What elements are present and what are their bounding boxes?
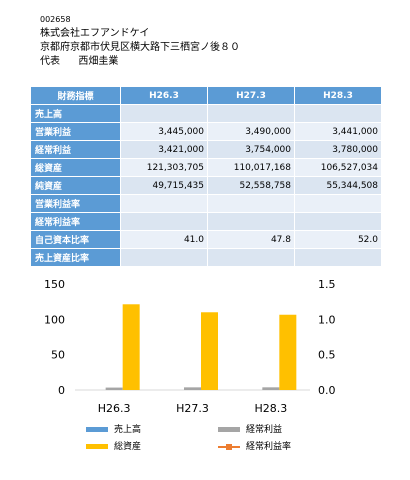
y2-tick-label: 0.5 (318, 349, 336, 362)
row-label: 自己資本比率 (30, 230, 121, 249)
table-cell (294, 248, 382, 267)
y-tick-label: 100 (44, 313, 65, 326)
table-row: 自己資本比率 41.0 47.8 52.0 (30, 230, 382, 249)
header-cell: H26.3 (120, 86, 208, 105)
y2-tick-label: 1.0 (318, 313, 336, 326)
row-label: 経常利益率 (30, 212, 121, 231)
legend-swatch (218, 427, 240, 432)
legend-item-ordinary-profit: 経常利益 (218, 422, 282, 435)
bar (279, 314, 297, 390)
y-tick-label: 150 (44, 278, 65, 291)
header-cell: H27.3 (207, 86, 295, 105)
table-cell (120, 248, 208, 267)
company-address: 京都府京都市伏見区横大路下三栖宮ノ後８０ (40, 42, 240, 53)
bar (262, 387, 280, 390)
header-cell: 財務指標 (30, 86, 121, 105)
representative-label: 代表 (40, 56, 60, 67)
table-cell (207, 248, 295, 267)
table-cell: 3,441,000 (294, 122, 382, 141)
table-cell: 3,445,000 (120, 122, 208, 141)
row-label: 営業利益 (30, 122, 121, 141)
table-cell: 52.0 (294, 230, 382, 249)
table-cell (294, 104, 382, 123)
row-label: 売上資産比率 (30, 248, 121, 267)
x-tick-label: H26.3 (98, 402, 131, 415)
legend-swatch (86, 427, 108, 432)
row-label: 営業利益率 (30, 194, 121, 213)
table-row: 純資産 49,715,435 52,558,758 55,344,508 (30, 176, 382, 195)
company-code: 002658 (40, 15, 71, 24)
table-row: 売上資産比率 (30, 248, 382, 267)
legend-item-ordinary-profit-rate: 経常利益率 (218, 439, 291, 452)
table-cell: 110,017,168 (207, 158, 295, 177)
table-cell: 3,490,000 (207, 122, 295, 141)
header-cell: H28.3 (294, 86, 382, 105)
table-cell: 121,303,705 (120, 158, 208, 177)
table-cell: 52,558,758 (207, 176, 295, 195)
table-cell: 3,780,000 (294, 140, 382, 159)
table-row: 売上高 (30, 104, 382, 123)
table-cell (294, 212, 382, 231)
bar (201, 312, 218, 390)
table-cell (120, 104, 208, 123)
legend-item-total-assets: 総資産 (86, 439, 141, 452)
x-tick-label: H27.3 (176, 402, 209, 415)
table-row: 経常利益 3,421,000 3,754,000 3,780,000 (30, 140, 382, 159)
row-label: 売上高 (30, 104, 121, 123)
table-cell (294, 194, 382, 213)
table-row: 営業利益率 (30, 194, 382, 213)
table-row: 総資産 121,303,705 110,017,168 106,527,034 (30, 158, 382, 177)
legend-label: 経常利益率 (246, 442, 292, 452)
company-name: 株式会社エフアンドケイ (40, 28, 150, 39)
legend-swatch (86, 444, 108, 449)
table-cell: 106,527,034 (294, 158, 382, 177)
table-cell (207, 194, 295, 213)
y-tick-label: 50 (51, 349, 65, 362)
table-row: 経常利益率 (30, 212, 382, 231)
y2-tick-label: 1.5 (318, 278, 336, 291)
row-label: 経常利益 (30, 140, 121, 159)
table-cell: 41.0 (120, 230, 208, 249)
table-row: 営業利益 3,445,000 3,490,000 3,441,000 (30, 122, 382, 141)
table-cell (207, 104, 295, 123)
legend-swatch (218, 443, 240, 451)
y-tick-label: 0 (58, 384, 65, 397)
x-tick-label: H28.3 (254, 402, 287, 415)
table-cell: 3,421,000 (120, 140, 208, 159)
table-cell (120, 212, 208, 231)
table-header-row: 財務指標 H26.3 H27.3 H28.3 (30, 86, 382, 105)
financial-table: 財務指標 H26.3 H27.3 H28.3 売上高 営業利益 3,445,00… (30, 86, 382, 267)
financial-chart: 0 50 100 150 0.0 0.5 1.0 1.5 H26.3 H27.3 H28.3 (44, 278, 336, 415)
table-cell: 49,715,435 (120, 176, 208, 195)
row-label: 総資産 (30, 158, 121, 177)
legend-label: 経常利益 (246, 425, 283, 435)
row-label: 純資産 (30, 176, 121, 195)
company-representative: 代表 西畑圭業 (40, 56, 118, 68)
table-cell: 55,344,508 (294, 176, 382, 195)
legend-label: 売上高 (114, 425, 142, 435)
y2-tick-label: 0.0 (318, 384, 336, 397)
table-cell: 3,754,000 (207, 140, 295, 159)
table-cell (120, 194, 208, 213)
legend-item-sales: 売上高 (86, 422, 141, 435)
table-cell: 47.8 (207, 230, 295, 249)
bar (184, 387, 201, 390)
table-cell (207, 212, 295, 231)
legend-label: 総資産 (114, 442, 142, 452)
bar (105, 387, 123, 390)
bar (122, 304, 140, 390)
representative-name: 西畑圭業 (78, 56, 119, 67)
